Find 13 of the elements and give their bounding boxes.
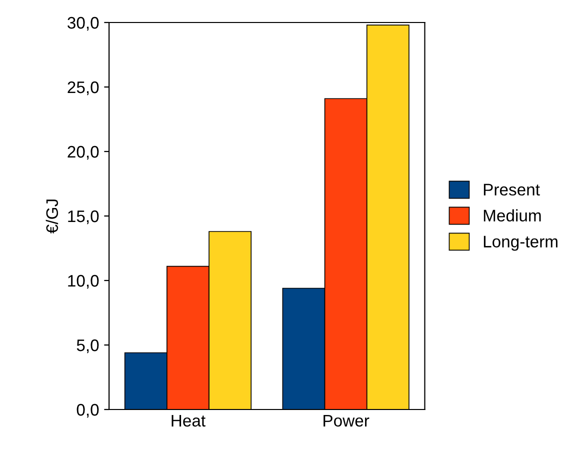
y-tick-label: 30,0 — [68, 16, 99, 31]
y-tick-label: 10,0 — [68, 274, 99, 289]
x-tick-label: Power — [324, 414, 370, 427]
y-tick-label: 5,0 — [76, 339, 99, 354]
legend-label: Medium — [484, 209, 541, 222]
y-tick-label: 0,0 — [76, 404, 99, 418]
y-tick-label: 15,0 — [68, 210, 99, 224]
x-tick-label: Heat — [172, 414, 206, 427]
y-tick-label: 25,0 — [68, 81, 99, 96]
y-tick-label: 20,0 — [68, 146, 99, 160]
legend-label: Present — [484, 184, 540, 196]
legend-label: Long-term — [484, 236, 558, 251]
y-axis-title: €/GJ — [46, 200, 58, 234]
